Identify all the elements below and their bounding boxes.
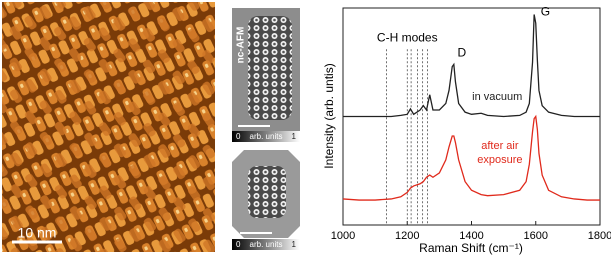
x-tick-label: 1000 (331, 230, 355, 242)
colorbar-units: arb. units (250, 132, 283, 141)
series-label: after air exposure (470, 139, 530, 167)
annotation: G (541, 5, 550, 19)
series-label: in vacuum (472, 91, 522, 103)
series-label-box: after air exposure (470, 139, 540, 171)
colorbar-max: 1 (292, 240, 297, 249)
annotation: D (458, 46, 467, 60)
technique-label: nc-AFM (236, 27, 247, 64)
scale-bar-label: 10 nm (18, 225, 57, 241)
x-tick-label: 1800 (588, 230, 611, 242)
molecule (248, 16, 292, 120)
colorbar-min: 0 (236, 132, 241, 141)
x-axis-label: Raman Shift (cm⁻¹) (419, 241, 523, 255)
colorbar-units: arb. units (250, 240, 283, 249)
x-tick-label: 1200 (395, 230, 419, 242)
afm-image-texture (2, 2, 215, 252)
x-tick-label: 1400 (459, 230, 483, 242)
colorbar-max: 1 (292, 132, 297, 141)
y-axis-label: Intensity (arb. untis) (322, 63, 336, 168)
figure: 10 nm nc-AFM 0 arb. units 1 0 arb. units… (0, 0, 611, 257)
x-tick-label: 1600 (524, 230, 548, 242)
annotation: C-H modes (377, 31, 438, 45)
colorbar-min: 0 (236, 240, 241, 249)
molecule (248, 166, 286, 218)
